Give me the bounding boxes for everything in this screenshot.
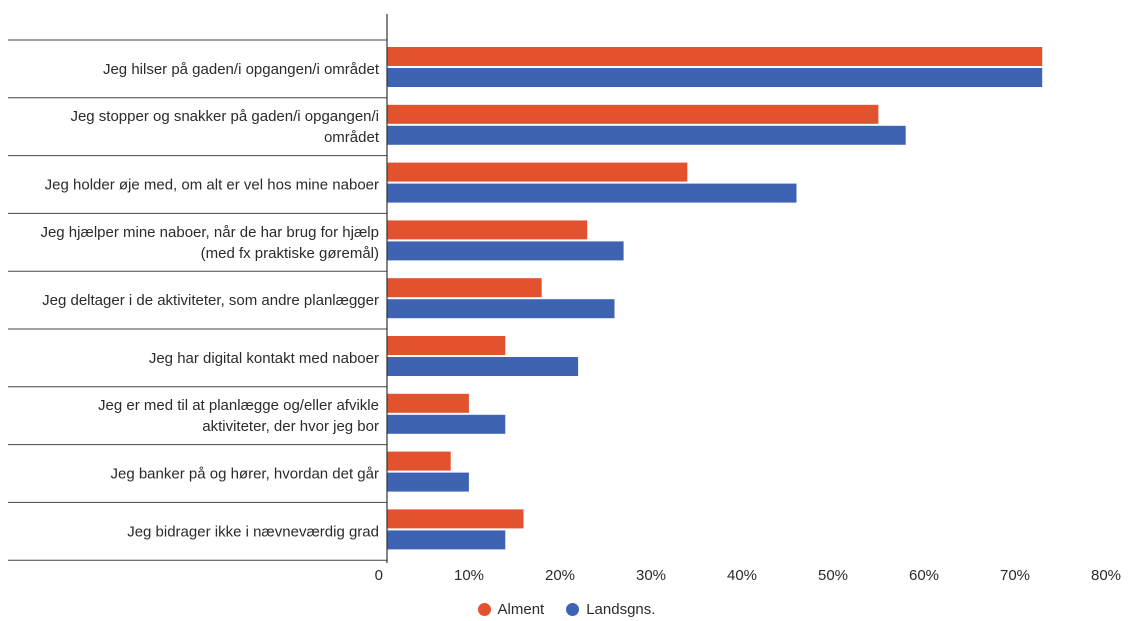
category-label-line: Jeg hjælper mine naboer, når de har brug… bbox=[40, 224, 379, 241]
row-separators bbox=[8, 39, 387, 561]
x-tick-label: 70% bbox=[1000, 567, 1030, 584]
x-tick-label: 10% bbox=[454, 567, 484, 584]
legend-item-landsgns: Landsgns. bbox=[566, 601, 655, 618]
bar-landsgns-9 bbox=[387, 530, 506, 550]
legend-label-landsgns: Landsgns. bbox=[586, 601, 656, 618]
legend-dot-landsgns bbox=[566, 603, 580, 616]
category-label-line: Jeg er med til at planlægge og/eller afv… bbox=[98, 397, 379, 414]
category-label-line: Jeg holder øje med, om alt er vel hos mi… bbox=[45, 177, 379, 194]
category-label-line: Jeg deltager i de aktiviteter, som andre… bbox=[42, 292, 379, 309]
category-label: Jeg bidrager ikke i nævneværdig grad bbox=[127, 523, 379, 540]
bar-alment-7 bbox=[387, 393, 469, 413]
category-label-line: (med fx praktiske gøremål) bbox=[201, 245, 379, 262]
bar-alment-6 bbox=[387, 336, 506, 355]
category-label-line: Jeg bidrager ikke i nævneværdig grad bbox=[127, 523, 379, 540]
legend-item-alment: Alment bbox=[477, 601, 545, 618]
bar-chart: Jeg hilser på gaden/i opgangen/i området… bbox=[8, 14, 1121, 584]
x-tick-labels: 0 10% 20% 30% 40% 50% 60% 70% 80% bbox=[375, 567, 1121, 584]
x-tick-label: 60% bbox=[909, 567, 939, 584]
legend-label-alment: Alment bbox=[497, 601, 545, 618]
category-label: Jeg har digital kontakt med naboer bbox=[149, 350, 379, 367]
bar-landsgns-6 bbox=[387, 357, 579, 376]
category-label: Jeg er med til at planlægge og/eller afv… bbox=[98, 397, 379, 435]
bar-alment-8 bbox=[387, 451, 451, 471]
category-label: Jeg hjælper mine naboer, når de har brug… bbox=[40, 224, 379, 262]
bar-alment-4 bbox=[387, 220, 588, 240]
category-label-line: Jeg har digital kontakt med naboer bbox=[149, 350, 379, 367]
x-tick-label: 40% bbox=[727, 567, 757, 584]
bar-landsgns-1 bbox=[387, 68, 1043, 87]
bar-alment-2 bbox=[387, 104, 879, 124]
x-tick-label: 30% bbox=[636, 567, 666, 584]
x-tick-label: 20% bbox=[545, 567, 575, 584]
legend: Alment Landsgns. bbox=[0, 601, 1133, 618]
category-label-line: aktiviteter, der hvor jeg bor bbox=[202, 418, 379, 435]
bars bbox=[387, 47, 1043, 550]
category-label: Jeg stopper og snakker på gaden/i opgang… bbox=[70, 108, 379, 146]
category-label: Jeg banker på og hører, hvordan det går bbox=[110, 466, 379, 483]
bar-landsgns-8 bbox=[387, 472, 469, 492]
bar-alment-5 bbox=[387, 278, 542, 298]
category-label-line: Jeg hilser på gaden/i opgangen/i området bbox=[103, 61, 380, 78]
x-tick-label: 50% bbox=[818, 567, 848, 584]
bar-landsgns-5 bbox=[387, 299, 615, 319]
category-label-line: Jeg banker på og hører, hvordan det går bbox=[110, 466, 379, 483]
category-label: Jeg hilser på gaden/i opgangen/i området bbox=[103, 61, 380, 78]
category-label-line: Jeg stopper og snakker på gaden/i opgang… bbox=[70, 108, 379, 125]
bar-alment-9 bbox=[387, 509, 524, 529]
legend-dot-alment bbox=[477, 603, 491, 616]
category-label-line: området bbox=[324, 129, 380, 146]
bar-landsgns-7 bbox=[387, 414, 506, 434]
bar-alment-3 bbox=[387, 162, 688, 182]
bar-landsgns-4 bbox=[387, 241, 624, 261]
bar-landsgns-3 bbox=[387, 183, 797, 203]
category-labels: Jeg hilser på gaden/i opgangen/i området… bbox=[40, 61, 379, 540]
x-tick-label: 0 bbox=[375, 567, 383, 584]
x-tick-label: 80% bbox=[1091, 567, 1121, 584]
category-label: Jeg holder øje med, om alt er vel hos mi… bbox=[45, 177, 379, 194]
bar-alment-1 bbox=[387, 47, 1043, 66]
bar-landsgns-2 bbox=[387, 125, 906, 145]
category-label: Jeg deltager i de aktiviteter, som andre… bbox=[42, 292, 379, 309]
